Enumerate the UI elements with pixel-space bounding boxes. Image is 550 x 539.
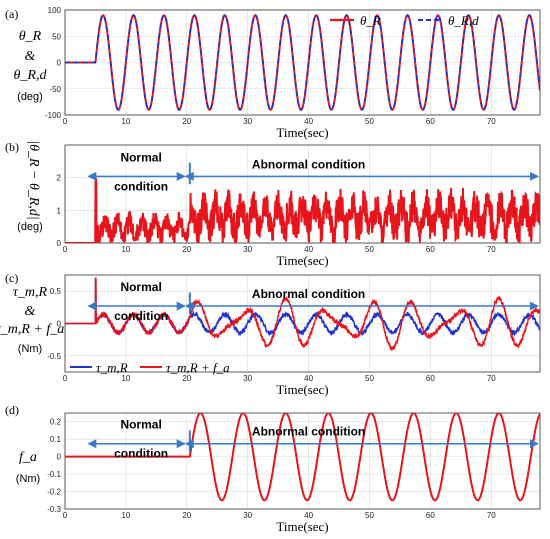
x-tick-label: 20 (182, 511, 191, 520)
panel-b: 0 10 20 30 40 50 60 70 0 1 2 Time(sec) (b) |θ_R − θ_R… (5, 140, 541, 268)
x-tick-label: 40 (304, 511, 313, 520)
x-tick-label: 60 (426, 374, 435, 383)
x-tick-label: 70 (487, 374, 496, 383)
x-tick-label: 50 (365, 245, 374, 254)
y-axis-label: θ_R,d (14, 68, 48, 83)
x-tick-label: 30 (243, 117, 252, 126)
y-axis-label: f_a (19, 450, 37, 465)
y-axis-label: & (25, 49, 36, 64)
x-tick-label: 10 (121, 117, 130, 126)
condition-label: Normal (120, 280, 161, 294)
series-line (65, 277, 540, 352)
panel-c: 0 10 20 30 40 50 60 70-0.500.5Time(sec)(c)τ_m,R… (0, 271, 541, 397)
series-line (65, 178, 540, 243)
x-tick-label: 30 (243, 245, 252, 254)
legend-label: θ_R,d (448, 13, 479, 28)
panel-tag: (d) (5, 403, 19, 417)
y-tick-label: 0.5 (50, 287, 62, 296)
x-tick-label: 60 (426, 117, 435, 126)
y-tick-label: -0.3 (47, 505, 61, 514)
y-axis-label: τ_m,R + f_a (0, 322, 64, 337)
x-tick-label: 60 (426, 245, 435, 254)
y-axis-unit: (Nm) (18, 343, 42, 355)
x-tick-label: 20 (182, 245, 191, 254)
y-tick-label: 100 (48, 6, 62, 15)
legend-label: θ_R (360, 13, 381, 28)
series-line (65, 413, 540, 502)
y-axis-unit: (deg) (17, 91, 43, 103)
condition-label: condition (114, 309, 168, 323)
condition-label: Abnormal condition (252, 157, 365, 171)
y-axis-unit: (Nm) (16, 473, 40, 485)
legend-label: τ_m,R (96, 360, 128, 375)
x-tick-label: 70 (487, 511, 496, 520)
y-tick-label: 0 (57, 239, 62, 248)
y-axis-unit: (deg) (17, 221, 43, 233)
x-axis-label: Time(sec) (276, 519, 328, 534)
y-tick-label: 0 (57, 59, 62, 68)
plot-frame (64, 412, 541, 510)
x-tick-label: 60 (426, 511, 435, 520)
condition-label: Normal (120, 150, 161, 164)
x-tick-label: 0 (63, 245, 68, 254)
x-tick-label: 70 (487, 117, 496, 126)
panel-a: 0 10 20 30 40 50 60 70 -100 -50 0 50 100 Time(sec) (a)… (5, 6, 541, 140)
y-tick-label: -0.2 (47, 488, 61, 497)
y-tick-label: 0 (57, 453, 62, 462)
y-tick-label: 2 (57, 174, 62, 183)
x-tick-label: 40 (304, 117, 313, 126)
y-axis-label: & (25, 304, 36, 319)
y-tick-label: -0.5 (47, 352, 61, 361)
legend: τ_m,R τ_m,R + f_a (70, 360, 230, 375)
condition-label: Normal (120, 418, 161, 432)
panel-tag: (b) (5, 140, 19, 154)
x-tick-label: 0 (63, 511, 68, 520)
y-axis-label: τ_m,R (13, 285, 48, 300)
x-tick-label: 0 (63, 374, 68, 383)
y-tick-label: 0.1 (50, 435, 62, 444)
plot-frame (64, 144, 541, 244)
x-tick-label: 30 (243, 511, 252, 520)
condition-label: Abnormal condition (252, 287, 365, 301)
legend: θ_R θ_R,d (330, 13, 479, 28)
y-tick-label: 0.2 (50, 418, 62, 427)
condition-label: condition (114, 447, 168, 461)
condition-label: Abnormal condition (252, 425, 365, 439)
x-tick-label: 10 (121, 374, 130, 383)
panel-tag: (c) (5, 271, 18, 285)
x-tick-label: 40 (304, 245, 313, 254)
y-axis-label: θ_R (19, 29, 42, 44)
x-axis-label: Time(sec) (276, 253, 328, 268)
legend-label: τ_m,R + f_a (166, 360, 230, 375)
panel-d: 0 10 20 30 40 50 60 70 -0.3 -0.2 -0.1 0 0.1 0.2 Time(s… (5, 403, 541, 534)
panel-tag: (a) (5, 7, 18, 21)
x-tick-label: 30 (243, 374, 252, 383)
x-tick-label: 10 (121, 511, 130, 520)
x-axis-label: Time(sec) (276, 125, 328, 140)
x-tick-label: 20 (182, 374, 191, 383)
y-axis-label: |θ_R − θ_R,d| (26, 140, 41, 220)
y-tick-label: 50 (52, 32, 61, 41)
x-tick-label: 20 (182, 117, 191, 126)
x-axis-label: Time(sec) (276, 382, 328, 397)
x-tick-label: 70 (487, 245, 496, 254)
series-line (65, 14, 540, 111)
x-tick-label: 10 (121, 245, 130, 254)
x-tick-label: 50 (365, 374, 374, 383)
x-tick-label: 40 (304, 374, 313, 383)
y-tick-label: -50 (49, 85, 61, 94)
x-tick-label: 0 (63, 117, 68, 126)
condition-label: condition (114, 179, 168, 193)
x-tick-label: 50 (365, 511, 374, 520)
y-tick-label: -100 (45, 111, 62, 120)
y-tick-label: 1 (57, 206, 62, 215)
y-tick-label: 0 (57, 320, 62, 329)
x-tick-label: 50 (365, 117, 374, 126)
y-tick-label: -0.1 (47, 470, 61, 479)
